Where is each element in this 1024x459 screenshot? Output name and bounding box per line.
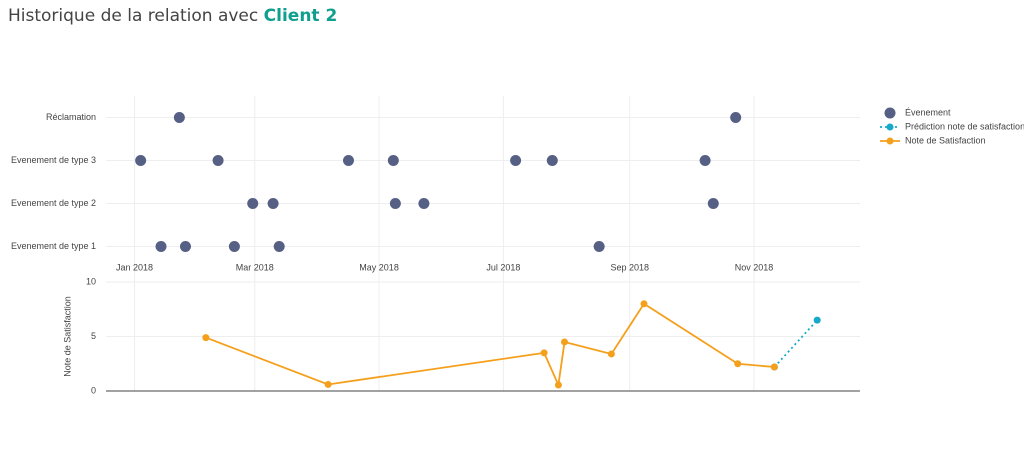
y-tick-label: 10 [86,276,96,286]
event-point [546,155,558,166]
series-point [540,349,548,357]
event-point [418,198,430,209]
y-tick-label: Evenement de type 3 [11,155,96,165]
y-tick-label: Réclamation [46,112,96,122]
x-tick-label: Mar 2018 [236,262,274,272]
x-tick-label: May 2018 [359,262,399,272]
event-point [510,155,522,166]
x-tick-label: Jul 2018 [486,262,520,272]
legend-marker [886,137,894,145]
series-point [813,316,821,324]
series-point [324,380,332,388]
series-point [561,338,569,346]
event-point [343,155,355,166]
title-text: Historique de la relation avec [8,6,259,26]
x-tick-label: Nov 2018 [735,262,774,272]
page-title: Historique de la relation avec Client 2 [8,6,337,26]
event-point [593,241,605,252]
legend-label: Évenement [905,107,951,117]
series-point [202,334,210,342]
event-point [247,198,259,209]
event-point [155,241,167,252]
event-point [212,155,224,166]
event-point [179,241,191,252]
series-line [205,302,775,389]
event-point [273,241,285,252]
client-name: Client 2 [263,6,338,26]
event-point [730,112,742,123]
series-point [554,381,562,389]
event-point [387,155,399,166]
legend-marker [884,107,896,119]
x-tick-label: Sep 2018 [610,262,649,272]
series-point [640,300,648,308]
y-tick-label: 0 [91,385,96,395]
series-point [770,363,778,371]
event-point [389,198,401,209]
event-point [135,155,147,166]
y-tick-label: Evenement de type 2 [11,198,96,208]
event-point [267,198,279,209]
y-axis-label: Note de Satisfaction [62,296,72,377]
event-point [173,112,185,123]
series-line [773,319,818,368]
event-point [699,155,711,166]
event-point [228,241,240,252]
x-tick-label: Jan 2018 [116,262,153,272]
legend-label: Note de Satisfaction [905,135,986,145]
event-point [707,198,719,209]
y-tick-label: Evenement de type 1 [11,241,96,251]
legend-marker [886,123,894,131]
series-point [607,350,615,358]
y-tick-label: 5 [91,331,96,341]
legend-label: Prédiction note de satisfaction [905,121,1024,131]
series-point [734,360,742,368]
